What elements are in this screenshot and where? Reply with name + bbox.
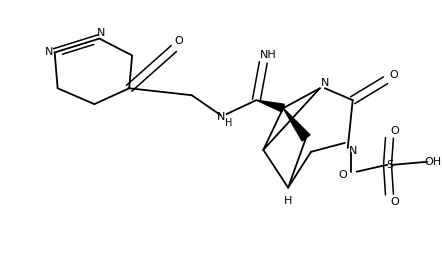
Text: O: O: [175, 36, 183, 45]
Text: O: O: [339, 170, 347, 180]
Text: N: N: [217, 112, 225, 122]
Text: N: N: [97, 28, 106, 38]
Text: H: H: [284, 196, 292, 205]
Text: NH: NH: [260, 51, 277, 60]
Text: H: H: [225, 118, 232, 128]
Text: O: O: [390, 126, 399, 136]
Polygon shape: [256, 100, 284, 112]
Text: N: N: [45, 47, 53, 57]
Text: S: S: [386, 160, 393, 170]
Text: N: N: [321, 78, 329, 88]
Text: N: N: [349, 146, 357, 156]
Text: OH: OH: [425, 157, 442, 167]
Polygon shape: [283, 108, 310, 141]
Text: O: O: [389, 70, 398, 80]
Text: O: O: [390, 197, 399, 207]
